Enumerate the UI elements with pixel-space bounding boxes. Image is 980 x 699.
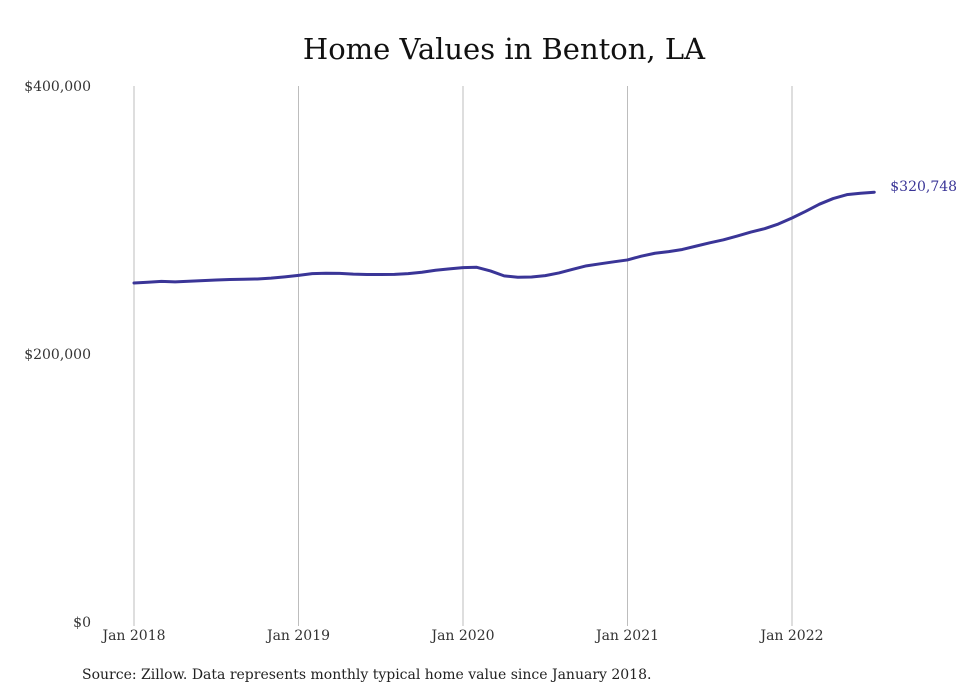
- series-layer: [132, 190, 876, 285]
- x-tick-label: Jan 2018: [100, 628, 165, 644]
- y-tick-label: $400,000: [24, 79, 91, 95]
- chart-title: Home Values in Benton, LA: [302, 32, 706, 66]
- source-note: Source: Zillow. Data represents monthly …: [82, 667, 652, 683]
- x-tick-label: Jan 2020: [429, 628, 494, 644]
- x-tick-label: Jan 2022: [758, 628, 823, 644]
- grid-layer: [133, 86, 793, 626]
- y-tick-label: $0: [73, 615, 91, 631]
- end-value-label: $320,748: [890, 179, 957, 195]
- tick-layer: Jan 2018 Jan 2019 Jan 2020 Jan 2021 Jan 2022…: [24, 79, 823, 644]
- series-line: [132, 190, 876, 285]
- x-tick-label: Jan 2021: [594, 628, 659, 644]
- y-tick-label: $200,000: [24, 347, 91, 363]
- label-layer: $320,748: [890, 179, 957, 195]
- x-tick-label: Jan 2019: [265, 628, 330, 644]
